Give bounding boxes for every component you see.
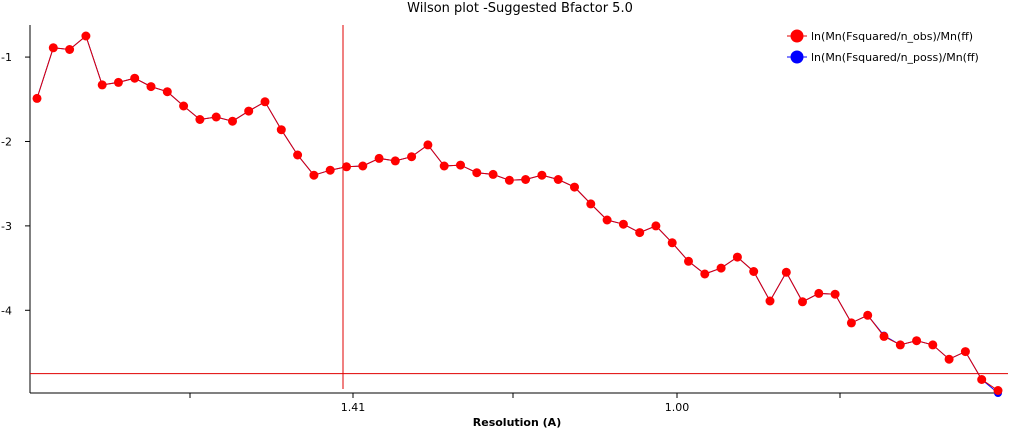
data-point-series-0 [993, 386, 1003, 395]
x-tick-label: 1.41 [341, 401, 366, 414]
series-group [32, 31, 1003, 397]
data-point-series-0 [732, 252, 742, 262]
data-point-series-0 [749, 267, 759, 276]
data-point-series-0 [960, 347, 970, 357]
data-point-series-0 [944, 354, 954, 364]
data-point-series-0 [228, 116, 237, 126]
data-point-series-0 [81, 31, 91, 41]
data-point-series-0 [879, 331, 889, 341]
y-tick-label: -4 [1, 304, 12, 317]
legend-marker-poss [790, 50, 804, 64]
y-tick-label: -1 [1, 51, 12, 64]
data-point-series-0 [700, 269, 710, 279]
y-tick-label: -3 [1, 220, 12, 233]
legend-item-poss: ln(Mn(Fsquared/n_poss)/Mn(ff) [787, 50, 979, 64]
data-point-series-0 [651, 221, 661, 231]
data-point-series-0 [325, 165, 335, 175]
data-point-series-0 [293, 150, 303, 160]
data-point-series-0 [146, 82, 156, 92]
data-point-series-0 [276, 125, 286, 135]
data-point-series-0 [342, 162, 351, 172]
data-point-series-0 [113, 77, 123, 87]
y-tick-label: -2 [1, 135, 12, 148]
data-point-series-0 [48, 43, 58, 53]
data-point-series-0 [618, 219, 628, 229]
data-point-series-0 [553, 175, 563, 184]
data-point-series-0 [895, 340, 905, 350]
data-point-series-0 [765, 296, 775, 306]
data-point-series-0 [407, 152, 417, 162]
data-point-series-0 [162, 87, 172, 97]
data-point-series-0 [130, 73, 140, 83]
x-axis-title: Resolution (A) [473, 416, 561, 429]
x-tick-label: 1.00 [665, 401, 690, 414]
x-axis-ticks: 1.41 1.00 [189, 393, 841, 414]
data-point-series-0 [977, 375, 987, 384]
data-point-series-0 [179, 101, 189, 111]
data-point-series-0 [472, 168, 482, 178]
data-point-series-0 [504, 175, 514, 185]
data-point-series-0 [456, 160, 465, 170]
y-axis-ticks: -1 -2 -3 -4 [1, 51, 30, 317]
data-point-series-0 [423, 140, 433, 150]
legend-item-obs: ln(Mn(Fsquared/n_obs)/Mn(ff) [787, 29, 973, 43]
data-point-series-0 [830, 289, 840, 299]
data-point-series-0 [195, 115, 205, 124]
legend: ln(Mn(Fsquared/n_obs)/Mn(ff) ln(Mn(Fsqua… [787, 29, 979, 64]
data-point-series-0 [781, 267, 791, 277]
data-point-series-0 [846, 318, 856, 328]
data-point-series-0 [537, 170, 547, 180]
series-line-0 [36, 35, 999, 391]
data-point-series-0 [684, 256, 693, 266]
data-point-series-0 [65, 45, 75, 54]
series-line-1 [36, 35, 999, 394]
data-point-series-0 [244, 106, 254, 116]
data-point-series-0 [716, 263, 726, 273]
data-point-series-0 [928, 340, 938, 350]
legend-marker-obs [790, 29, 804, 43]
data-point-series-0 [358, 161, 368, 171]
data-point-series-0 [521, 175, 531, 184]
data-point-series-0 [863, 310, 873, 320]
chart-title: Wilson plot -Suggested Bfactor 5.0 [407, 1, 633, 16]
data-point-series-0 [912, 336, 922, 346]
legend-label-poss: ln(Mn(Fsquared/n_poss)/Mn(ff) [811, 51, 979, 64]
data-point-series-0 [570, 182, 579, 192]
data-point-series-0 [32, 93, 42, 103]
data-point-series-0 [309, 170, 319, 180]
data-point-series-0 [814, 288, 824, 298]
legend-label-obs: ln(Mn(Fsquared/n_obs)/Mn(ff) [811, 30, 973, 43]
data-point-series-0 [488, 169, 498, 179]
data-point-series-0 [602, 215, 612, 225]
data-point-series-0 [439, 161, 449, 171]
data-point-series-0 [211, 112, 221, 122]
data-point-series-0 [260, 97, 270, 107]
data-point-series-0 [97, 80, 107, 90]
data-point-series-0 [798, 297, 807, 307]
data-point-series-0 [390, 156, 400, 166]
data-point-series-0 [667, 238, 677, 248]
data-point-series-0 [635, 228, 645, 238]
data-point-series-0 [586, 199, 596, 209]
data-point-series-0 [374, 153, 384, 163]
